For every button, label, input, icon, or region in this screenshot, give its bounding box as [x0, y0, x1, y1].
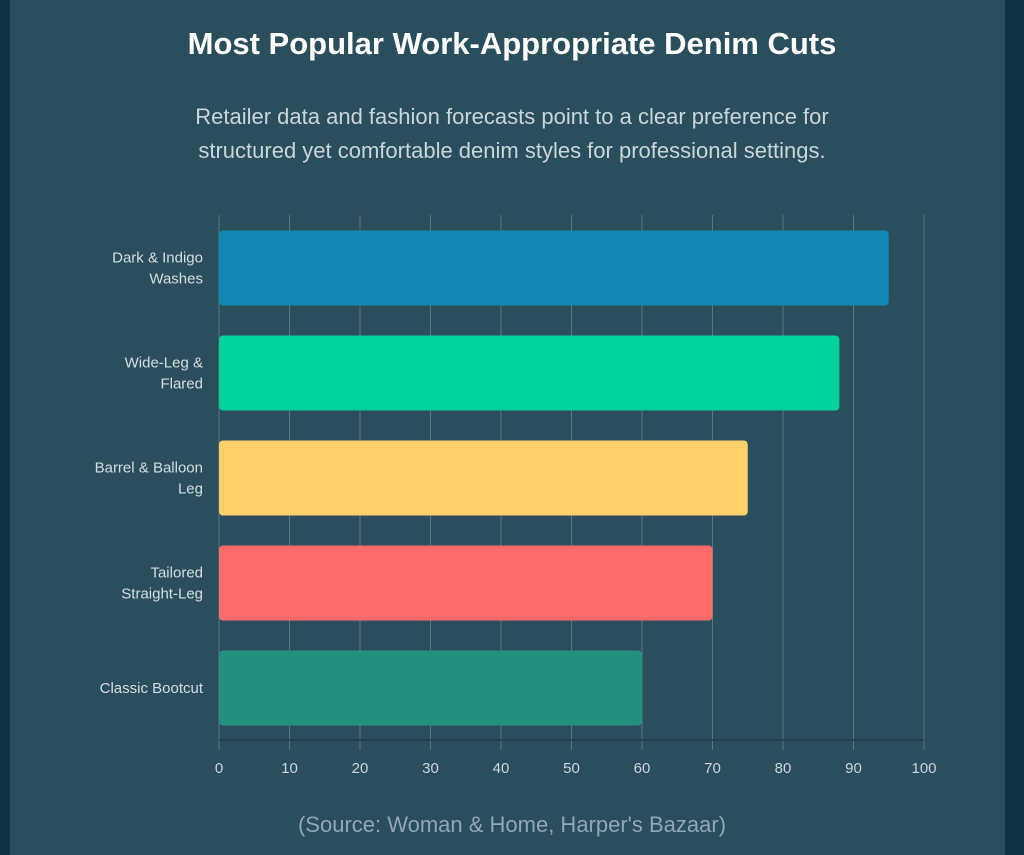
x-tick-label: 60: [634, 760, 651, 777]
y-category-label: Straight-Leg: [121, 586, 203, 603]
source-note: (Source: Woman & Home, Harper's Bazaar): [297, 812, 727, 837]
y-category-label: Barrel & Balloon: [95, 460, 203, 477]
bar: [219, 650, 642, 726]
subtitle-line: structured yet comfortable denim styles …: [198, 138, 826, 163]
x-tick-label: 50: [563, 760, 580, 777]
bar: [219, 335, 840, 411]
x-tick-label: 90: [845, 760, 862, 777]
y-category-label: Washes: [149, 271, 203, 288]
y-category-label: Tailored: [150, 565, 203, 582]
chart-subtitle: Retailer data and fashion forecasts poin…: [0, 100, 1024, 168]
x-tick-label: 10: [281, 760, 298, 777]
x-tick-label: 40: [493, 760, 510, 777]
x-tick-label: 70: [704, 760, 721, 777]
x-tick-label: 80: [775, 760, 792, 777]
x-tick-label: 20: [352, 760, 369, 777]
bar: [219, 230, 889, 306]
x-tick-label: 30: [422, 760, 439, 777]
bar: [219, 440, 748, 516]
y-category-label: Flared: [160, 376, 203, 393]
bar: [219, 545, 713, 621]
y-category-label: Leg: [178, 481, 203, 498]
y-category-label: Dark & Indigo: [112, 250, 203, 267]
y-category-label: Wide-Leg &: [125, 355, 203, 372]
y-category-label: Classic Bootcut: [100, 680, 204, 697]
x-tick-label: 0: [215, 760, 223, 777]
x-tick-label: 100: [911, 760, 936, 777]
subtitle-line: Retailer data and fashion forecasts poin…: [195, 104, 829, 129]
chart-title: Most Popular Work-Appropriate Denim Cuts: [187, 26, 837, 61]
